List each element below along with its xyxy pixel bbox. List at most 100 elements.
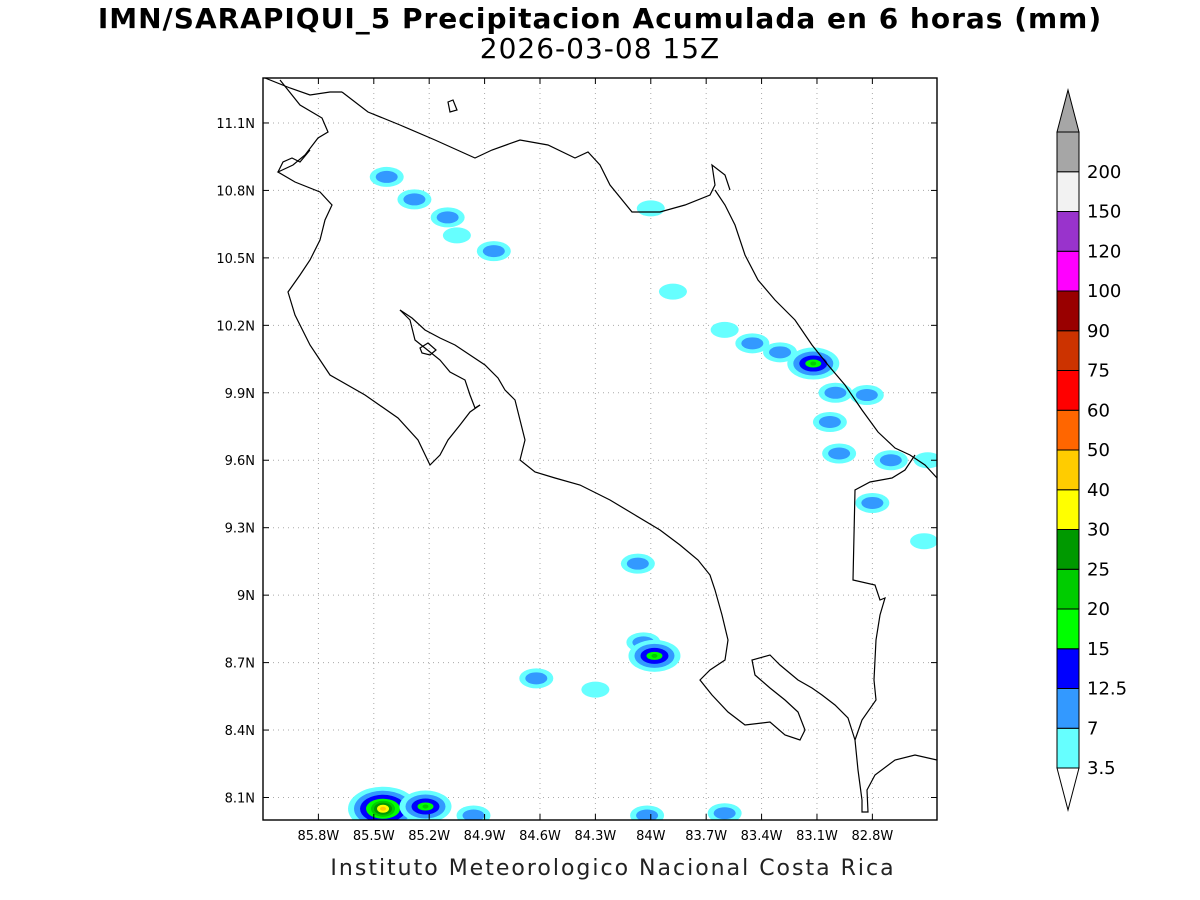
precip-area xyxy=(855,492,890,513)
precip-area xyxy=(430,207,465,228)
precip-area xyxy=(397,189,432,210)
precip-area xyxy=(910,533,937,550)
colorbar-level-label: 15 xyxy=(1087,639,1110,660)
colorbar-level-label: 200 xyxy=(1087,162,1121,183)
y-tick-label: 9.3N xyxy=(225,522,255,537)
precip-contour-7 xyxy=(824,386,847,399)
colorbar-upper-arrow xyxy=(1056,88,1080,133)
x-tick-label: 84.6W xyxy=(519,829,561,844)
x-tick-label: 84.3W xyxy=(574,829,616,844)
x-tick-label: 83.4W xyxy=(741,829,783,844)
precip-contour-7 xyxy=(879,454,902,467)
precip-contour-7 xyxy=(861,496,884,509)
precip-contour-3.5 xyxy=(910,533,937,550)
precip-area xyxy=(849,385,884,406)
northwest-coast-detail xyxy=(277,149,311,173)
precip-contour-7 xyxy=(818,416,841,429)
precip-area xyxy=(763,342,798,363)
colorbar-level-label: 7 xyxy=(1087,718,1098,739)
precip-contour-3.5 xyxy=(636,200,665,217)
map-title: IMN/SARAPIQUI_5 Precipitacion Acumulada … xyxy=(97,2,1103,35)
precip-contour-7 xyxy=(828,447,851,460)
precip-contour-3.5 xyxy=(658,283,687,300)
precip-area xyxy=(707,803,742,820)
colorbar-swatch xyxy=(1056,370,1080,411)
x-tick-label: 85.8W xyxy=(297,829,339,844)
colorbar-swatch xyxy=(1056,330,1080,371)
colorbar-level-label: 75 xyxy=(1087,361,1110,382)
x-tick-label: 83.7W xyxy=(685,829,727,844)
precip-area xyxy=(630,805,665,820)
x-tick-label: 85.2W xyxy=(408,829,450,844)
precip-area xyxy=(710,321,739,338)
colorbar-level-label: 25 xyxy=(1087,559,1110,580)
precip-contour-3.5 xyxy=(442,227,471,244)
precip-contour-20 xyxy=(810,361,817,366)
precip-contour-20 xyxy=(422,804,429,809)
colorbar-swatch xyxy=(1056,449,1080,491)
colorbar-legend: 3.5 7 12.5 15 20 25 30 40 50 60 75 90 100 120 150 200 xyxy=(1056,88,1127,812)
colorbar-level-label: 30 xyxy=(1087,520,1110,541)
y-tick-label: 8.4N xyxy=(225,724,255,739)
x-tick-label: 82.8W xyxy=(851,829,893,844)
precip-area xyxy=(628,639,681,672)
precip-area xyxy=(873,450,908,471)
precip-contour-3.5 xyxy=(581,681,610,698)
precip-contour-7 xyxy=(636,809,659,820)
precip-area xyxy=(442,227,471,244)
colorbar-swatch xyxy=(1056,211,1080,252)
precip-area xyxy=(822,443,857,464)
precip-area xyxy=(519,668,554,689)
colorbar-swatch xyxy=(1056,529,1080,570)
precip-area xyxy=(735,333,770,354)
precip-contour-7 xyxy=(525,672,548,685)
colorbar-swatch xyxy=(1056,250,1080,292)
precip-contour-7 xyxy=(482,245,505,258)
colorbar-level-label: 120 xyxy=(1087,241,1121,262)
y-tick-label: 9.9N xyxy=(225,387,255,402)
precip-contour-7 xyxy=(769,346,792,359)
y-tick-label: 8.1N xyxy=(225,792,255,807)
graticule-grid xyxy=(263,78,937,820)
colorbar-level-label: 50 xyxy=(1087,440,1110,461)
y-tick-label: 10.8N xyxy=(216,184,255,199)
precip-contour-7 xyxy=(626,557,649,570)
precip-contour-20 xyxy=(651,653,658,658)
map-axes: 85.8W 85.5W 85.2W 84.9W 84.6W 84.3W 84W 83.7W 83… xyxy=(216,78,937,844)
precip-area xyxy=(369,166,404,187)
precip-contour-7 xyxy=(375,170,398,183)
precip-area xyxy=(787,347,840,380)
precip-contour-7 xyxy=(403,193,426,206)
y-tick-label: 11.1N xyxy=(216,117,255,132)
precip-area xyxy=(581,681,610,698)
precip-contour-3.5 xyxy=(913,452,937,469)
caribbean-coastline xyxy=(714,189,937,479)
y-tick-label: 8.7N xyxy=(225,657,255,672)
lake-arenal xyxy=(419,342,437,356)
y-tick-label: 10.2N xyxy=(216,319,255,334)
precip-area xyxy=(456,805,491,820)
colorbar-swatch xyxy=(1056,727,1080,769)
x-tick-label: 84W xyxy=(636,829,666,844)
precipitation-contours xyxy=(348,166,937,820)
colorbar-lower-arrow xyxy=(1056,767,1080,812)
precip-contour-7 xyxy=(713,807,736,820)
precip-contour-7 xyxy=(436,211,459,224)
precip-area xyxy=(818,382,853,403)
x-tick-label: 84.9W xyxy=(464,829,506,844)
precip-area xyxy=(812,412,847,433)
precip-area xyxy=(348,786,419,820)
gulf-of-nicoya-shore xyxy=(399,309,856,741)
colorbar-swatch xyxy=(1056,608,1080,650)
colorbar-level-label: 3.5 xyxy=(1087,758,1116,779)
x-tick-label: 85.5W xyxy=(353,829,395,844)
colorbar-level-label: 90 xyxy=(1087,321,1110,342)
precip-area xyxy=(658,283,687,300)
y-tick-label: 9N xyxy=(237,589,255,604)
map-subtitle-date: 2026-03-08 15Z xyxy=(479,32,721,65)
colorbar-level-label: 20 xyxy=(1087,599,1110,620)
colorbar-level-label: 100 xyxy=(1087,281,1121,302)
coastline-borders xyxy=(264,78,937,813)
y-tick-label: 9.6N xyxy=(225,454,255,469)
